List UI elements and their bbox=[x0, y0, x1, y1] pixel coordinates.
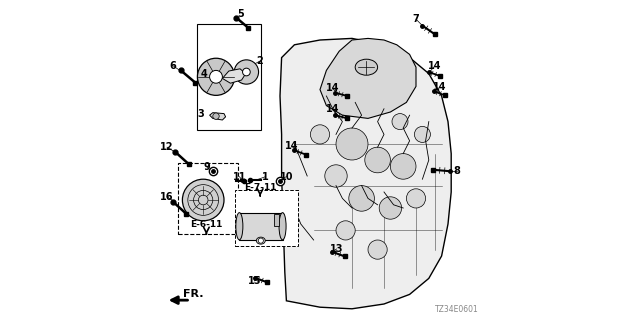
Circle shape bbox=[325, 165, 348, 187]
Text: E-6-11: E-6-11 bbox=[190, 220, 223, 229]
Bar bbox=[239, 213, 283, 240]
Text: 8: 8 bbox=[454, 166, 460, 176]
Ellipse shape bbox=[355, 59, 378, 75]
Text: 7: 7 bbox=[413, 14, 419, 24]
Text: E-7-11: E-7-11 bbox=[244, 183, 276, 192]
Text: 13: 13 bbox=[330, 244, 344, 254]
Circle shape bbox=[368, 240, 387, 259]
Polygon shape bbox=[223, 69, 246, 83]
Circle shape bbox=[392, 114, 408, 130]
Circle shape bbox=[336, 128, 368, 160]
Circle shape bbox=[310, 125, 330, 144]
Text: 5: 5 bbox=[237, 9, 244, 20]
Text: 14: 14 bbox=[428, 61, 442, 71]
Polygon shape bbox=[210, 113, 226, 120]
Bar bbox=[178, 163, 238, 234]
Text: FR.: FR. bbox=[183, 289, 204, 299]
Circle shape bbox=[349, 186, 374, 211]
Ellipse shape bbox=[256, 237, 266, 244]
Text: 14: 14 bbox=[285, 141, 299, 151]
Text: 15: 15 bbox=[248, 276, 262, 286]
Ellipse shape bbox=[236, 213, 243, 240]
Circle shape bbox=[243, 68, 250, 76]
Circle shape bbox=[336, 221, 355, 240]
Circle shape bbox=[197, 58, 235, 95]
Text: 16: 16 bbox=[160, 192, 174, 202]
Text: 3: 3 bbox=[198, 108, 204, 119]
Bar bbox=[236, 190, 298, 246]
Text: 14: 14 bbox=[326, 83, 340, 93]
Text: 14: 14 bbox=[433, 82, 447, 92]
Polygon shape bbox=[320, 38, 416, 118]
Text: 14: 14 bbox=[326, 104, 340, 115]
Circle shape bbox=[415, 126, 431, 142]
Circle shape bbox=[234, 60, 259, 84]
Circle shape bbox=[379, 197, 402, 219]
Circle shape bbox=[365, 147, 390, 173]
Circle shape bbox=[182, 179, 224, 221]
Text: 11: 11 bbox=[232, 172, 246, 182]
Text: 12: 12 bbox=[160, 142, 174, 152]
Text: 4: 4 bbox=[201, 68, 207, 79]
Text: 9: 9 bbox=[204, 162, 211, 172]
Circle shape bbox=[259, 238, 264, 243]
Text: 10: 10 bbox=[280, 172, 293, 182]
Bar bbox=[197, 24, 261, 130]
Circle shape bbox=[390, 154, 416, 179]
Text: TZ34E0601: TZ34E0601 bbox=[435, 305, 479, 314]
Bar bbox=[274, 214, 280, 226]
Circle shape bbox=[212, 113, 219, 119]
Circle shape bbox=[406, 189, 426, 208]
Polygon shape bbox=[280, 38, 451, 309]
Ellipse shape bbox=[279, 213, 286, 240]
Circle shape bbox=[210, 70, 223, 83]
Text: 1: 1 bbox=[262, 172, 269, 182]
Text: 2: 2 bbox=[256, 56, 262, 67]
Text: 6: 6 bbox=[170, 60, 176, 71]
